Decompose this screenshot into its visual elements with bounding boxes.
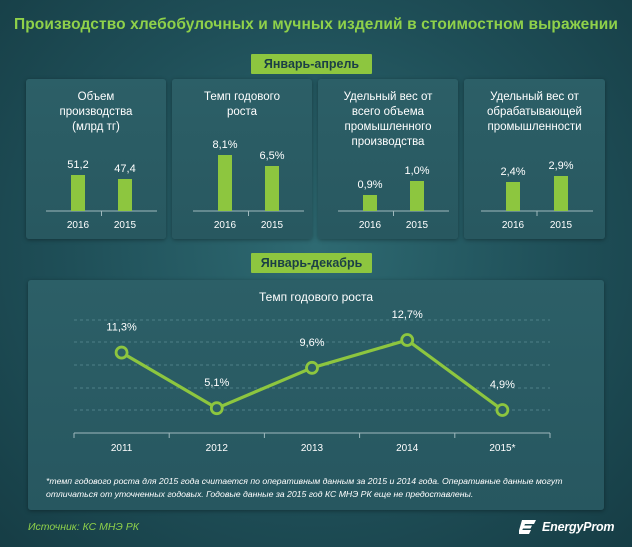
tick-label: 2011 <box>111 443 133 454</box>
card-share-total-industry: Удельный вес от всего объема промышленно… <box>318 79 458 239</box>
data-label: 2,4% <box>500 166 525 178</box>
tick-label: 2015 <box>114 220 137 231</box>
bar-chart-share-manufacturing: 2,4% 2016 2,9% 2015 <box>481 160 593 231</box>
bar-2016 <box>71 175 85 211</box>
logo-text: EnergyProm <box>542 520 615 534</box>
tick-label: 2016 <box>214 220 237 231</box>
line-chart-title: Темп годового роста <box>258 290 374 304</box>
tick-label: 2015 <box>261 220 284 231</box>
page-title: Производство хлебобулочных и мучных изде… <box>13 16 619 33</box>
data-label: 47,4 <box>114 163 135 175</box>
card-title: Удельный вес от обрабатывающей промышлен… <box>487 91 582 133</box>
bar-2015 <box>118 179 132 211</box>
data-point-2015* <box>495 403 510 417</box>
energyprom-logo-icon <box>519 520 536 534</box>
data-label: 4,9% <box>490 379 515 391</box>
data-label: 51,2 <box>67 159 88 171</box>
tick-label: 2015 <box>406 220 429 231</box>
card-growth-rate: Темп годового роста 8,1% 2016 6,5% 2015 <box>172 79 312 239</box>
data-label: 2,9% <box>548 160 573 172</box>
tick-label: 2016 <box>502 220 525 231</box>
tick-label: 2013 <box>301 443 324 454</box>
card-title: Удельный вес от всего объема промышленно… <box>343 91 433 148</box>
source-note: Источник: КС МНЭ РК <box>28 521 139 533</box>
data-label: 8,1% <box>212 139 237 151</box>
series-line <box>120 338 504 412</box>
tick-label: 2012 <box>206 443 229 454</box>
bar-2016 <box>218 155 232 211</box>
data-label: 5,1% <box>204 377 229 389</box>
bar-2015 <box>554 176 568 211</box>
data-point-2014 <box>400 333 415 347</box>
tick-label: 2016 <box>67 220 90 231</box>
data-point-2013 <box>305 360 319 375</box>
tick-label: 2015* <box>489 443 515 454</box>
bar-chart-production-volume: 51,2 2016 47,4 2015 <box>46 159 157 231</box>
data-label: 9,6% <box>299 337 324 349</box>
data-label: 0,9% <box>357 179 382 191</box>
brand-logo: EnergyProm <box>519 517 615 537</box>
data-label: 11,3% <box>106 322 137 334</box>
bar-2015 <box>410 181 424 211</box>
line-chart-growth-rate: 11,3% 2011 5,1% 2012 9,6% 2013 12,7% 2014 4,9% 20… <box>73 309 551 454</box>
data-label: 12,7% <box>392 309 423 321</box>
bar-chart-share-total-industry: 0,9% 2016 1,0% 2015 <box>338 165 449 231</box>
card-title: Объем производства (млрд тг) <box>59 91 133 133</box>
card-title: Темп годового роста <box>203 91 280 118</box>
bar-2016 <box>363 195 377 211</box>
bar-2016 <box>506 182 520 211</box>
card-share-manufacturing: Удельный вес от обрабатывающей промышлен… <box>464 79 605 239</box>
footnote: *темп годового роста для 2015 года счита… <box>46 476 563 499</box>
data-point-2012 <box>209 401 224 416</box>
section-banner-jan-apr: Январь-апрель <box>251 54 372 74</box>
tick-label: 2015 <box>550 220 573 231</box>
card-production-volume: Объем производства (млрд тг) 51,2 2016 47,… <box>26 79 166 239</box>
section-banner-jan-dec: Январь-декабрь <box>251 253 372 273</box>
bar-chart-growth-rate: 8,1% 2016 6,5% 2015 <box>193 139 304 231</box>
tick-label: 2014 <box>396 443 419 454</box>
data-point-2011 <box>114 345 129 360</box>
line-chart-panel: Темп годового роста 11,3% 2011 5,1% 2012 9,6… <box>28 280 604 510</box>
bar-2015 <box>265 166 279 211</box>
tick-label: 2016 <box>359 220 382 231</box>
data-label: 1,0% <box>404 165 429 177</box>
data-label: 6,5% <box>259 150 284 162</box>
